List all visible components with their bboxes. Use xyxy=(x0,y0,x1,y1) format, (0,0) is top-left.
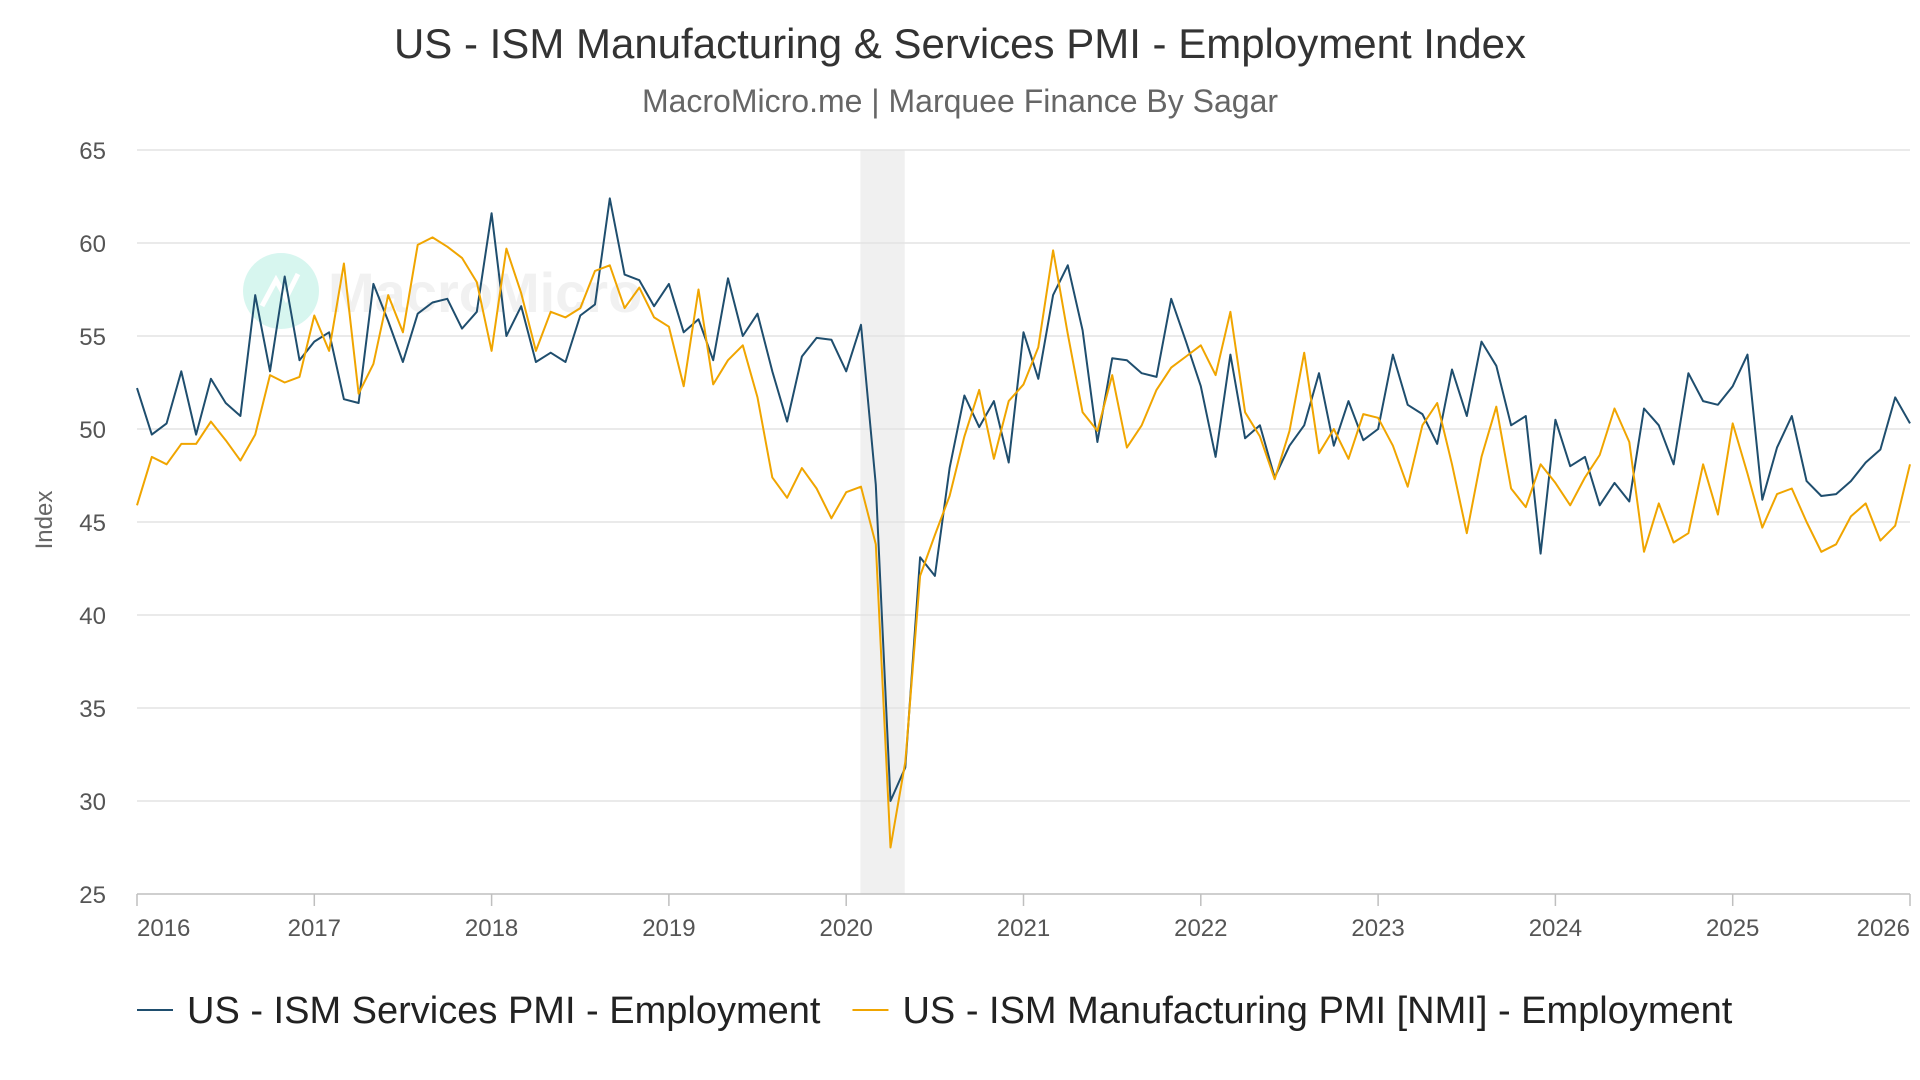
chart-title: US - ISM Manufacturing & Services PMI - … xyxy=(394,20,1526,67)
watermark-text: MacroMicro xyxy=(328,261,642,324)
x-tick-label: 2019 xyxy=(642,915,695,942)
y-tick-label: 35 xyxy=(79,696,106,723)
chart-subtitle: MacroMicro.me | Marquee Finance By Sagar xyxy=(642,83,1278,119)
watermark-chart-icon xyxy=(259,272,301,308)
y-tick-label: 50 xyxy=(79,417,106,444)
y-tick-label: 55 xyxy=(79,324,106,351)
y-axis-label: Index xyxy=(31,491,58,550)
gridlines xyxy=(137,149,1910,802)
series-layer xyxy=(136,197,1911,849)
y-tick-label: 65 xyxy=(79,138,106,165)
x-tick-label: 2018 xyxy=(465,915,518,942)
watermark: MacroMicro xyxy=(243,253,642,329)
y-tick-label: 25 xyxy=(79,882,106,909)
legend-label: US - ISM Manufacturing PMI [NMI] - Emplo… xyxy=(902,990,1732,1032)
y-tick-label: 30 xyxy=(79,789,106,816)
x-axis-ticks: 2016 2017 2018 2019 2020 2021 2022 2023 2024 2025… xyxy=(136,894,1911,942)
y-axis-ticks: 25 30 35 40 45 50 55 60 65 xyxy=(79,138,106,909)
x-tick-label: 2023 xyxy=(1351,915,1404,942)
y-tick-label: 45 xyxy=(79,510,106,537)
y-tick-label: 40 xyxy=(79,603,106,630)
x-tick-label: 2026 xyxy=(1857,915,1910,942)
x-tick-label: 2022 xyxy=(1174,915,1227,942)
legend[interactable]: US - ISM Services PMI - Employment US - I… xyxy=(137,990,1733,1032)
x-tick-label: 2016 xyxy=(137,915,190,942)
services-employment-line xyxy=(136,197,1911,802)
x-tick-label: 2020 xyxy=(820,915,873,942)
x-tick-label: 2017 xyxy=(288,915,341,942)
x-tick-label: 2021 xyxy=(997,915,1050,942)
manufacturing-employment-line xyxy=(136,236,1911,849)
legend-label: US - ISM Services PMI - Employment xyxy=(187,990,821,1032)
y-tick-label: 60 xyxy=(79,231,106,258)
x-tick-label: 2024 xyxy=(1529,915,1582,942)
legend-item[interactable]: US - ISM Manufacturing PMI [NMI] - Emplo… xyxy=(852,990,1733,1032)
legend-item[interactable]: US - ISM Services PMI - Employment xyxy=(137,990,821,1032)
x-tick-label: 2025 xyxy=(1706,915,1759,942)
